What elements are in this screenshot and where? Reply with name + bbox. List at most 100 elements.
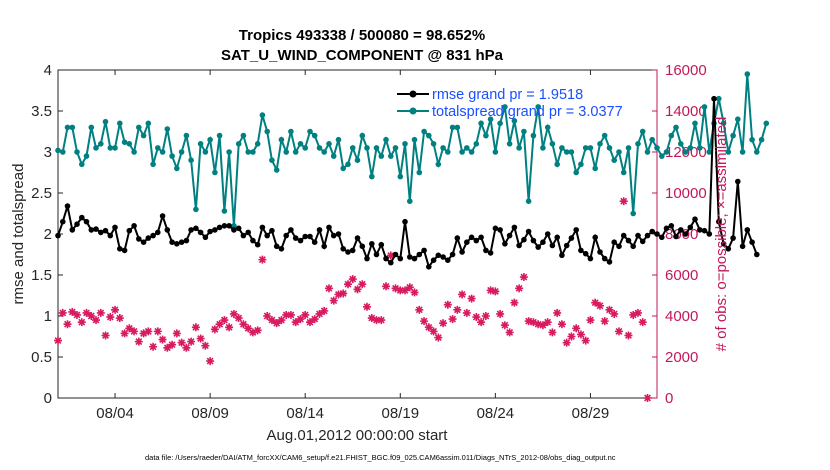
totalspread-point (221, 208, 228, 214)
totalspread-point (582, 145, 589, 151)
obs-point-core (588, 317, 593, 323)
totalspread-point (259, 112, 266, 118)
totalspread-point (735, 116, 741, 122)
rmse-point (725, 246, 732, 252)
obs-point-core (274, 320, 279, 326)
rmse-point (540, 239, 546, 245)
totalspread-point (521, 128, 527, 135)
obs-point-core (602, 318, 607, 324)
y-right-tick-label: 2000 (665, 349, 698, 366)
totalspread-point (663, 149, 670, 155)
obs-point-core (554, 310, 560, 316)
obs-point-core (122, 331, 127, 336)
obs-point-core (112, 307, 118, 313)
obs-point-core (516, 286, 522, 291)
obs-point-core (607, 307, 612, 313)
totalspread-point (264, 128, 271, 135)
totalspread-point (630, 210, 636, 217)
y-left-tick-label: 2.5 (31, 185, 52, 202)
totalspread-point (454, 124, 461, 131)
rmse-point (283, 232, 290, 239)
obs-point-core (402, 288, 408, 293)
totalspread-point (754, 149, 760, 155)
y-right-tick-label: 16000 (665, 62, 707, 79)
totalspread-point (183, 132, 190, 139)
obs-point-core (464, 310, 470, 316)
rmse-point (259, 224, 266, 231)
totalspread-point (202, 149, 209, 155)
rmse-point (335, 231, 342, 237)
totalspread-point (212, 169, 218, 176)
rmse-point (421, 247, 427, 254)
x-tick-label: 08/04 (96, 405, 134, 422)
totalspread-point (240, 132, 247, 139)
obs-point-core (640, 319, 645, 325)
obs-point-core (184, 345, 189, 350)
rmse-point (292, 235, 299, 241)
totalspread-point (102, 118, 109, 125)
totalspread-point (440, 145, 446, 151)
totalspread-point (587, 145, 594, 151)
rmse-point (159, 213, 166, 219)
rmse-point (183, 237, 190, 244)
obs-point-core (212, 327, 218, 332)
rmse-point (388, 259, 394, 266)
obs-point-core (626, 333, 631, 338)
rmse-point (573, 227, 579, 233)
rmse-point (687, 224, 694, 231)
totalspread-point (373, 145, 380, 151)
obs-point-core (597, 303, 603, 308)
obs-point-core (531, 319, 536, 325)
obs-point-core (540, 323, 546, 328)
totalspread-point (706, 149, 713, 155)
totalspread-point (207, 136, 213, 143)
rmse-point (716, 218, 722, 225)
rmse-point (193, 225, 199, 232)
y-left-tick-label: 3 (44, 144, 52, 161)
obs-point-core (255, 328, 260, 333)
rmse-point (620, 232, 627, 239)
obs-point-core (198, 336, 203, 341)
obs-point-core (578, 332, 584, 337)
rmse-point (321, 243, 328, 250)
obs-point-core (222, 317, 227, 323)
obs-point-core (497, 311, 503, 317)
x-tick-label: 08/09 (191, 405, 229, 422)
rmse-point (530, 237, 537, 244)
rmse-point (169, 239, 175, 245)
totalspread-point (644, 149, 651, 155)
obs-point-core (74, 312, 80, 318)
y-right-tick-label: 14000 (665, 103, 707, 120)
obs-point-core (279, 317, 284, 323)
obs-point-core (417, 307, 422, 313)
obs-point-core (127, 326, 132, 331)
rmse-point (592, 234, 598, 241)
totalspread-point (716, 95, 722, 102)
rmse-point (231, 227, 237, 233)
obs-point-core (521, 274, 527, 280)
rmse-point (449, 251, 456, 258)
obs-point-core (55, 338, 61, 343)
rmse-point (654, 231, 660, 237)
obs-point-core (79, 319, 84, 325)
totalspread-point (435, 161, 442, 168)
y-axis-right: 0200040006000800010000120001400016000 (652, 62, 707, 407)
rmse-point (464, 239, 470, 245)
rmse-point (112, 224, 118, 231)
totalspread-point (121, 139, 128, 145)
obs-point-core (364, 304, 370, 309)
rmse-point (445, 257, 451, 264)
rmse-point (126, 227, 133, 234)
obs-point-core (483, 313, 489, 319)
y-right-tick-label: 4000 (665, 308, 698, 325)
obs-point-core (241, 322, 246, 327)
rmse-point (582, 250, 589, 257)
obs-point-core (621, 199, 626, 204)
rmse-point (254, 241, 261, 248)
totalspread-point (392, 145, 399, 151)
totalspread-point (758, 136, 765, 143)
legend-rmse-label: rmse grand pr = 1.9518 (432, 87, 583, 103)
rmse-point (302, 233, 309, 240)
rmse-point (288, 227, 294, 233)
rmse-point (269, 227, 275, 234)
